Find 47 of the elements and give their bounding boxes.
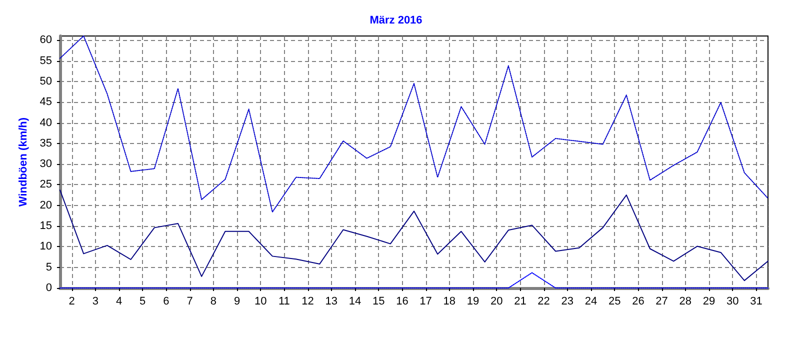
y-tick-label: 0 bbox=[46, 282, 52, 294]
x-tick-label: 26 bbox=[632, 296, 644, 308]
y-tick-label: 5 bbox=[46, 261, 52, 274]
x-tick-label: 17 bbox=[420, 296, 432, 308]
x-tick-label: 15 bbox=[372, 296, 385, 308]
x-tick-label: 11 bbox=[278, 296, 290, 308]
x-tick-label: 18 bbox=[443, 296, 456, 308]
x-tick-label: 14 bbox=[348, 296, 362, 308]
x-tick-label: 10 bbox=[254, 296, 267, 308]
x-tick-label: 22 bbox=[538, 296, 550, 308]
y-tick-label: 50 bbox=[40, 75, 52, 88]
x-tick-label: 5 bbox=[140, 296, 146, 308]
x-tick-label: 20 bbox=[490, 296, 503, 308]
x-tick-label: 8 bbox=[210, 296, 216, 308]
y-tick-label: 25 bbox=[40, 178, 52, 191]
y-tick-label: 40 bbox=[40, 116, 52, 129]
y-axis-title: Windböen (km/h) bbox=[17, 117, 30, 207]
x-tick-label: 7 bbox=[186, 296, 193, 308]
x-tick-label: 25 bbox=[608, 296, 621, 308]
y-tick-label: 35 bbox=[40, 137, 52, 150]
x-tick-label: 21 bbox=[514, 296, 526, 308]
x-tick-label: 9 bbox=[234, 296, 240, 308]
y-tick-label: 15 bbox=[40, 220, 52, 232]
x-tick-label: 23 bbox=[561, 296, 574, 308]
y-tick-label: 45 bbox=[40, 96, 52, 108]
x-tick-label: 28 bbox=[679, 296, 692, 308]
chart-title: März 2016 bbox=[370, 14, 422, 26]
y-tick-label: 30 bbox=[40, 158, 52, 170]
x-tick-label: 3 bbox=[92, 296, 98, 308]
x-tick-label: 24 bbox=[584, 296, 598, 308]
line-series bbox=[60, 190, 768, 282]
y-tick-label: 20 bbox=[40, 199, 52, 212]
x-tick-label: 27 bbox=[656, 296, 668, 308]
x-tick-label: 6 bbox=[163, 296, 170, 308]
x-tick-label: 4 bbox=[116, 296, 122, 308]
line-series bbox=[60, 36, 768, 212]
x-tick-label: 13 bbox=[325, 296, 338, 308]
x-tick-label: 2 bbox=[68, 296, 75, 308]
y-tick-label: 10 bbox=[40, 240, 52, 253]
y-tick-label: 55 bbox=[40, 54, 52, 67]
x-tick-label: 30 bbox=[726, 296, 739, 308]
y-tick-label: 60 bbox=[40, 34, 52, 46]
x-tick-label: 31 bbox=[750, 296, 762, 308]
x-tick-label: 16 bbox=[396, 296, 408, 308]
x-tick-label: 12 bbox=[302, 296, 314, 308]
x-tick-label: 29 bbox=[702, 296, 716, 308]
x-tick-label: 19 bbox=[466, 296, 480, 308]
